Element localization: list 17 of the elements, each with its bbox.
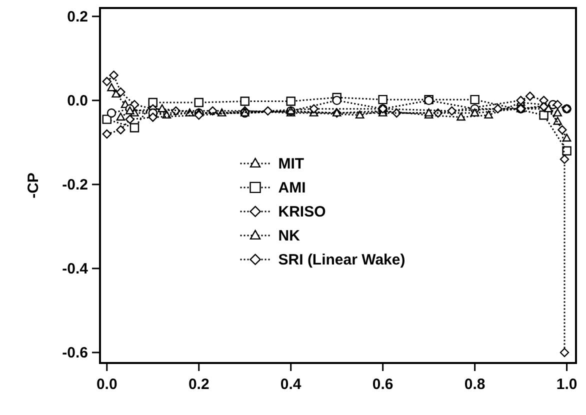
x-tick-label: 0.4 (280, 376, 302, 393)
x-tick-label: 1.0 (556, 376, 578, 393)
legend-label: AMI (278, 180, 306, 197)
x-tick-label: 0.8 (464, 376, 486, 393)
legend-label: KRISO (278, 204, 326, 221)
y-tick-label: -0.2 (62, 176, 88, 194)
y-tick-label: 0.2 (67, 8, 88, 26)
legend-label: SRI (Linear Wake) (278, 252, 406, 269)
y-axis-title: -CP (25, 172, 42, 198)
x-tick-label: 0.6 (372, 376, 394, 393)
legend-label: NK (278, 228, 300, 245)
y-tick-label: -0.6 (62, 344, 88, 362)
y-tick-label: 0.0 (67, 92, 88, 110)
x-tick-label: 0.2 (188, 376, 210, 393)
y-tick-label: -0.4 (62, 260, 89, 278)
legend-label: MIT (278, 156, 304, 173)
x-tick-label: 0.0 (96, 376, 118, 393)
